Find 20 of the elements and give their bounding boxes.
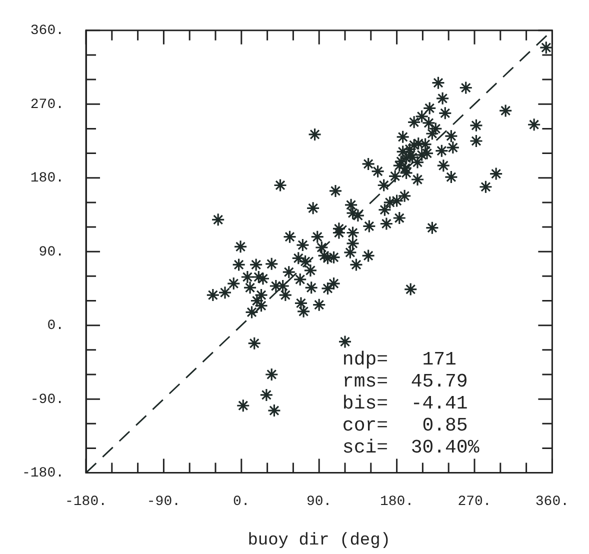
y-tick-label: -90. (30, 392, 64, 408)
x-axis-title: buoy dir (deg) (248, 531, 391, 550)
x-tick-label: 0. (232, 494, 250, 510)
annotation: cor= 0.85 (342, 414, 468, 436)
x-tick-label: -180. (65, 494, 108, 510)
y-tick-label: 270. (30, 96, 64, 113)
y-tick-label: 360. (30, 23, 64, 40)
x-tick-label: 270. (458, 494, 492, 510)
x-tick-label: 180. (380, 494, 414, 510)
y-tick-label: -180. (22, 466, 64, 482)
y-tick-label: 90. (38, 244, 64, 260)
annotation: ndp= 171 (342, 348, 456, 370)
y-tick-label: 180. (30, 170, 64, 187)
x-tick-label: 360. (535, 494, 569, 510)
x-tick-label: -90. (146, 494, 181, 510)
y-tick-label: 0. (47, 318, 64, 334)
x-tick-label: 90. (306, 494, 332, 510)
annotation: sci= 30.40% (342, 436, 480, 458)
annotation: bis= -4.41 (342, 392, 468, 414)
annotation: rms= 45.79 (342, 370, 468, 392)
